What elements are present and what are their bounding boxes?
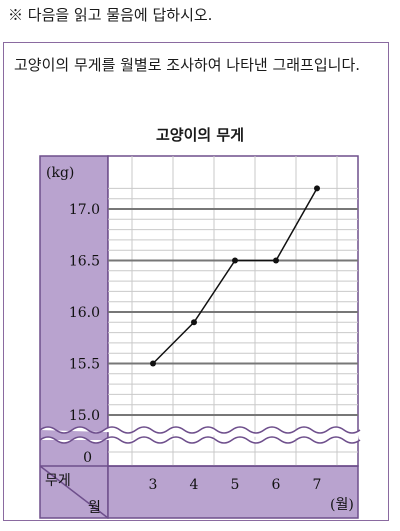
chart-left-panel [39,155,109,519]
y-tick-label: 16.0 [69,305,100,321]
x-tick-label: 7 [313,477,322,493]
data-point [191,319,197,326]
y-axis-unit: (kg) [46,165,74,181]
instruction-text: ※ 다음을 읽고 물음에 답하시오. [8,6,213,24]
x-axis-unit: (월) [330,497,354,513]
corner-divider [39,465,109,519]
axis-break-line [39,426,361,434]
y-tick-label: 16.5 [69,254,100,270]
axis-break-line [39,436,361,444]
axis-labels: 17.0 16.5 16.0 15.5 15.0 3 4 5 6 7 [69,202,322,493]
x-tick-label: 3 [149,477,158,493]
x-tick-label: 4 [190,477,199,493]
y-tick-label: 15.5 [69,357,100,373]
data-point [232,257,238,264]
zero-label: 0 [83,450,92,466]
question-box [3,42,389,521]
question-text: 고양이의 무게를 월별로 조사하여 나타낸 그래프입니다. [14,56,361,74]
y-tick-label: 15.0 [69,408,100,424]
axis-break [39,426,361,444]
x-tick-label: 6 [272,477,281,493]
corner-bottom-label: 월 [88,500,101,516]
chart-bottom-panel [107,465,359,519]
corner-top-label: 무게 [45,473,71,489]
data-series [150,185,320,367]
data-point [273,257,279,264]
chart-title: 고양이의 무게 [155,126,245,144]
axis-break-fill [40,427,360,443]
data-point [314,185,320,192]
x-tick-label: 5 [231,477,240,493]
y-tick-label: 17.0 [69,202,100,218]
data-point [150,360,156,367]
